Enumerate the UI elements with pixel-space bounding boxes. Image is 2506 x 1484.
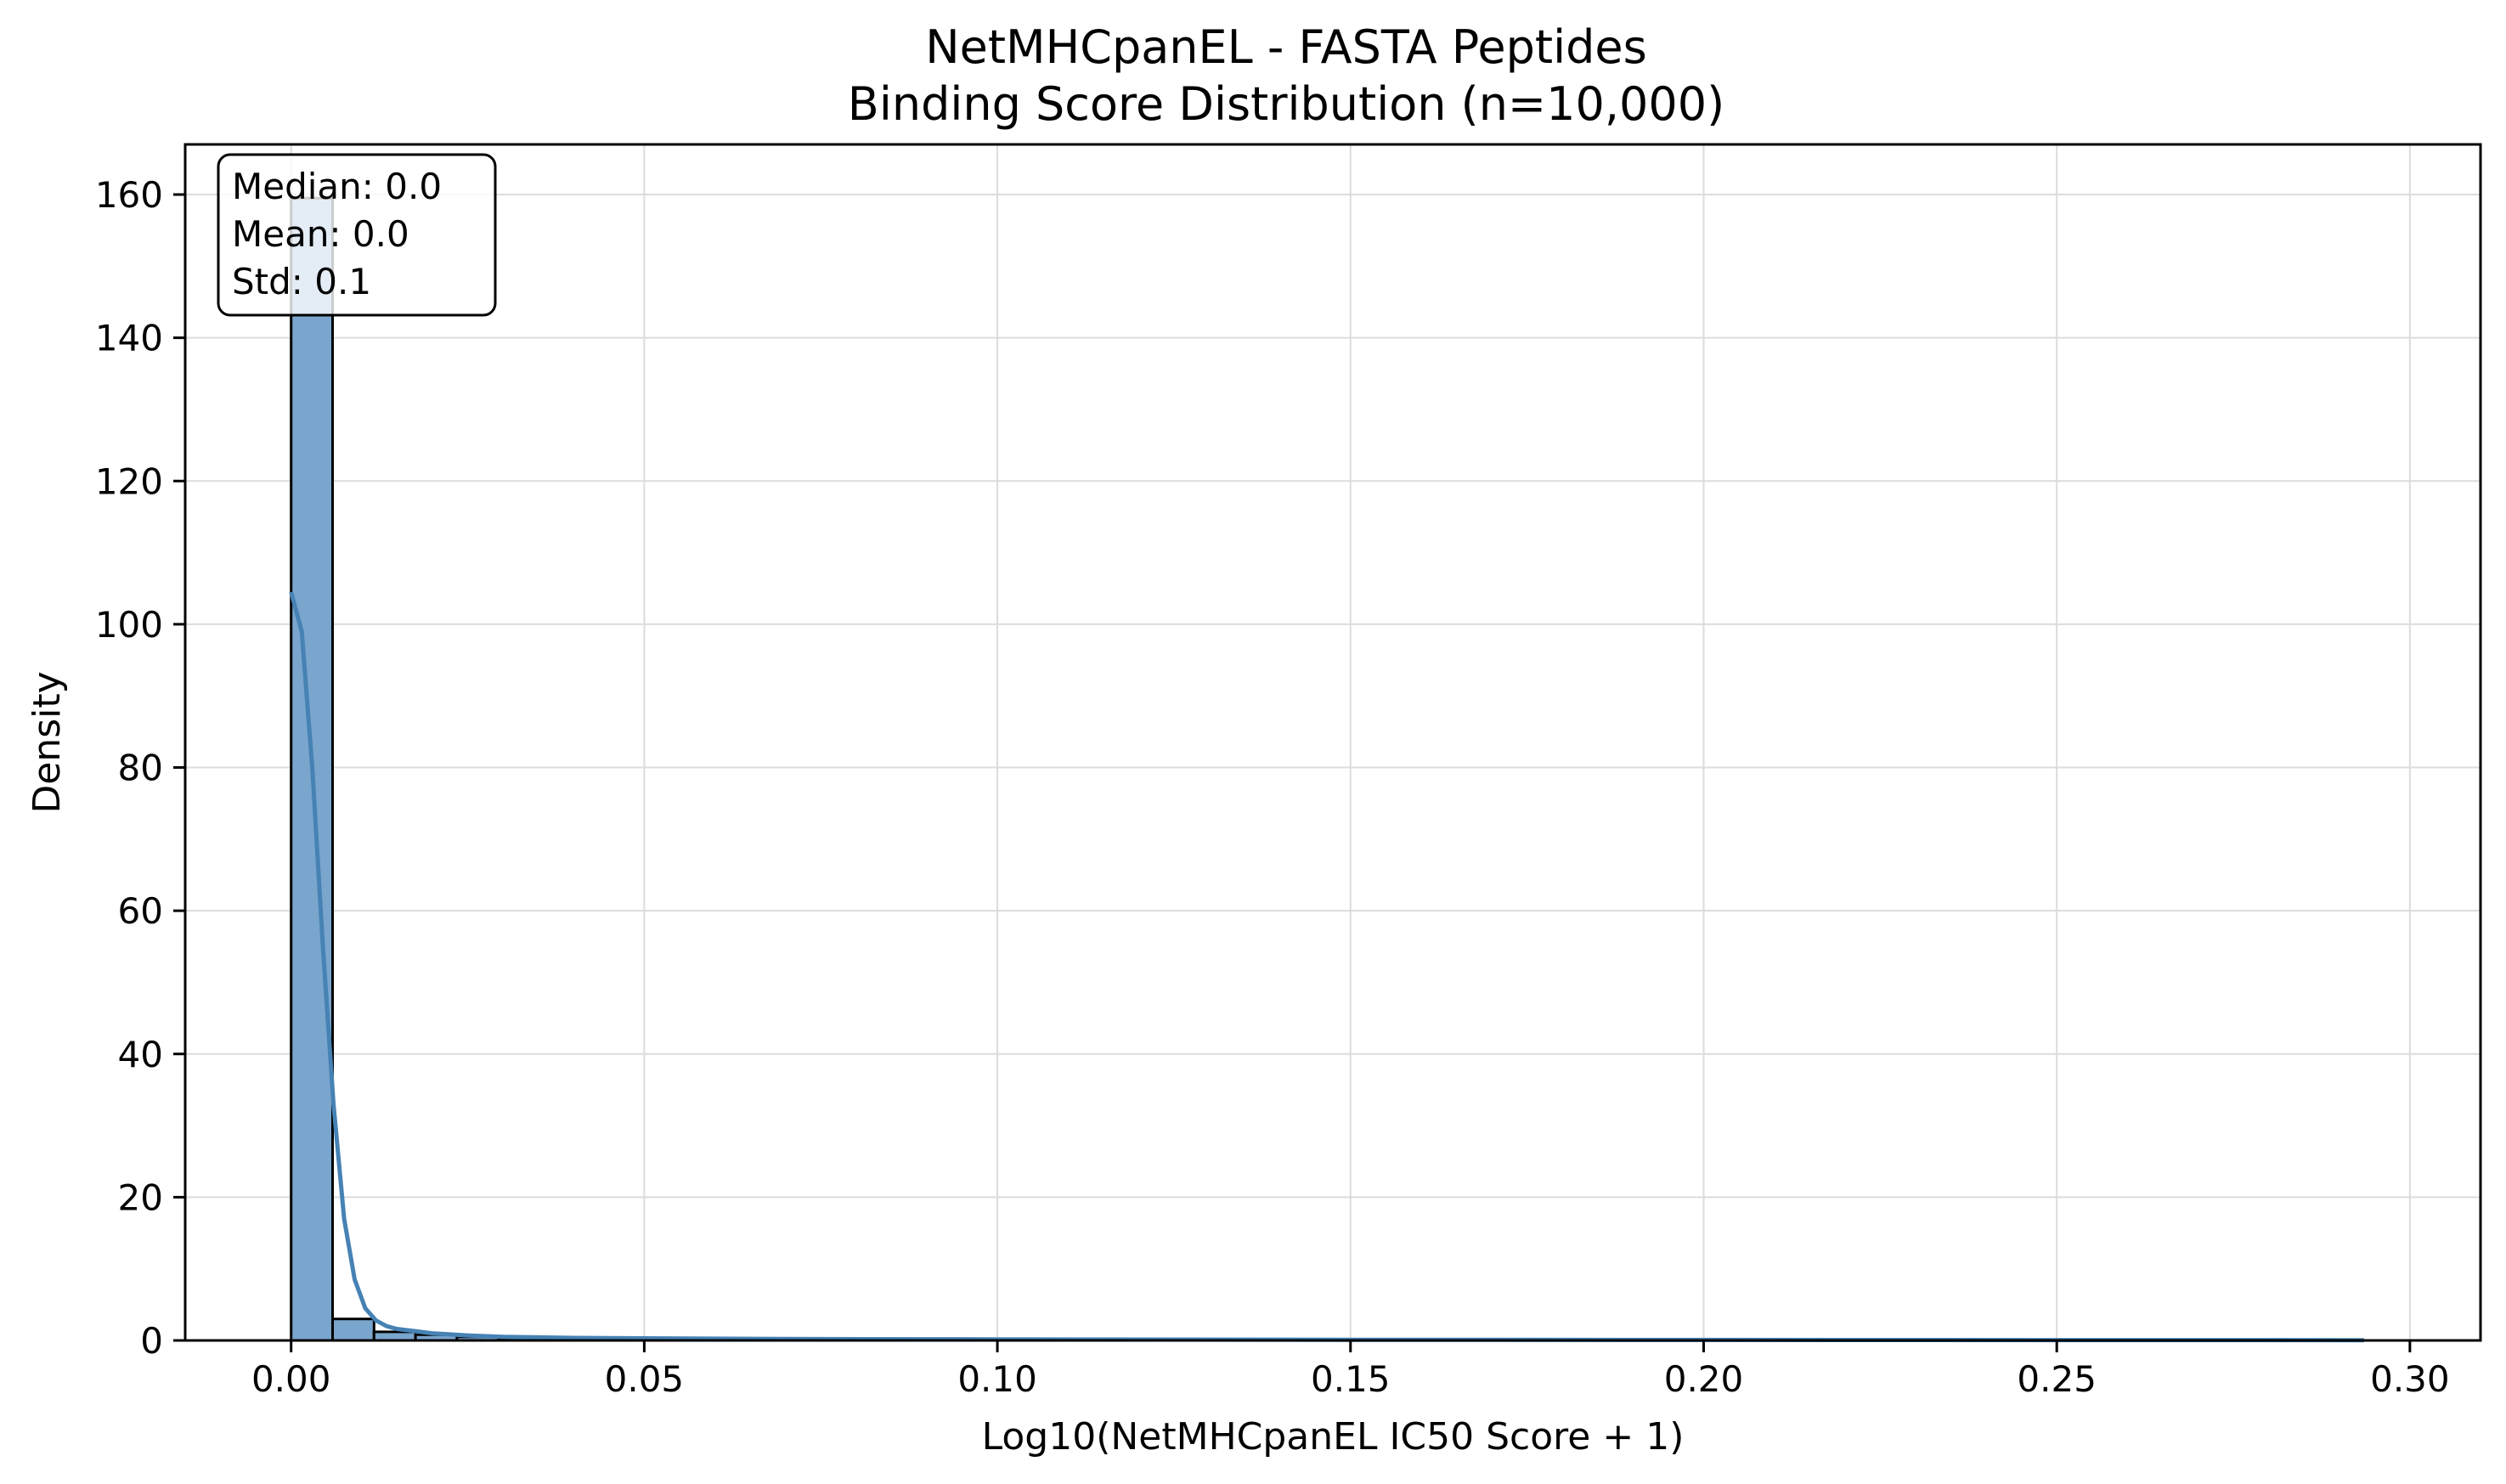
- histogram-bars: [290, 196, 873, 1342]
- x-axis-label: Log10(NetMHCpanEL IC50 Score + 1): [982, 1415, 1685, 1459]
- x-tick-label-4: 0.20: [1664, 1358, 1744, 1400]
- stats-std: Std: 0.1: [232, 261, 371, 302]
- y-tick-label-5: 100: [95, 604, 163, 646]
- x-tick-label-3: 0.15: [1311, 1358, 1391, 1400]
- y-tick-label-6: 120: [95, 460, 163, 502]
- stats-box: Median: 0.0 Mean: 0.0 Std: 0.1: [217, 153, 497, 317]
- y-tick-label-8: 160: [95, 174, 163, 216]
- y-axis-ticks: 0 20 40 60 80 100 120 140 160: [95, 174, 185, 1362]
- x-tick-label-2: 0.10: [957, 1358, 1037, 1400]
- y-tick-label-1: 20: [118, 1176, 163, 1218]
- x-tick-label-5: 0.25: [2017, 1358, 2097, 1400]
- y-tick-label-7: 140: [95, 318, 163, 359]
- x-tick-label-0: 0.00: [251, 1358, 331, 1400]
- y-tick-label-2: 40: [118, 1034, 163, 1075]
- stats-mean: Mean: 0.0: [232, 213, 409, 255]
- grid-lines: [185, 144, 2481, 1341]
- y-axis-label: Density: [25, 671, 69, 813]
- y-tick-label-3: 60: [118, 890, 163, 932]
- x-axis-ticks: 0.00 0.05 0.10 0.15 0.20 0.25 0.30: [251, 1340, 2450, 1400]
- stats-box-frame: [217, 153, 497, 317]
- chart-title: NetMHCpanEL - FASTA Peptides: [925, 20, 1646, 74]
- kde-curve: [289, 591, 2364, 1343]
- histogram-bar-1: [331, 1318, 375, 1342]
- y-tick-label-4: 80: [118, 748, 163, 789]
- chart-subtitle: Binding Score Distribution (n=10,000): [848, 77, 1724, 131]
- x-tick-label-6: 0.30: [2370, 1358, 2450, 1400]
- histogram-bar-2: [372, 1330, 417, 1342]
- x-tick-label-1: 0.05: [605, 1358, 685, 1400]
- plot-frame: [183, 143, 2482, 1342]
- kde-line: [289, 591, 2364, 1343]
- stats-median: Median: 0.0: [232, 166, 442, 207]
- y-tick-label-0: 0: [140, 1320, 163, 1362]
